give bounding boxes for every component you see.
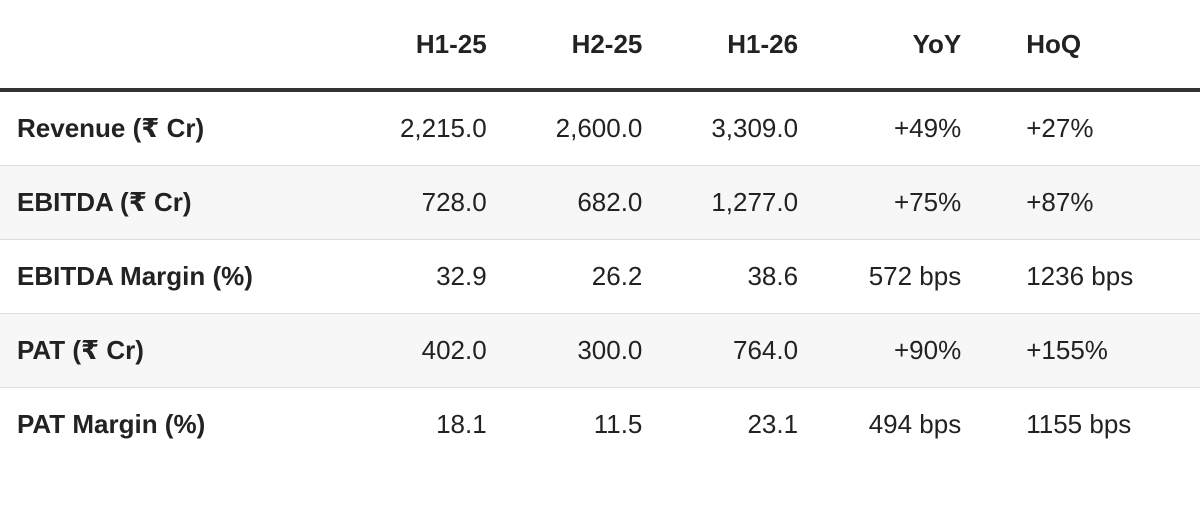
cell: 3,309.0 (659, 90, 816, 166)
cell: +75% (815, 165, 979, 240)
column-header: H1-26 (659, 0, 816, 92)
cell: +49% (815, 90, 979, 166)
row-label: PAT (₹ Cr) (0, 313, 349, 388)
cell: 32.9 (348, 239, 504, 314)
cell: 494 bps (868, 409, 962, 439)
cell: 682.0 (503, 165, 660, 240)
cell: 18.1 (436, 409, 487, 439)
cell: 26.2 (503, 239, 660, 314)
cell: 1236 bps (978, 239, 1200, 314)
cell: 402.0 (348, 313, 504, 388)
cell: 38.6 (659, 239, 816, 314)
table-body: Revenue (₹ Cr) 2,215.0 2,600.0 3,309.0 +49% +… (0, 90, 1200, 461)
cell: 728.0 (348, 165, 504, 240)
table-row: PAT (₹ Cr) 402.0 300.0 764.0 +90% +155% (0, 313, 1200, 388)
column-header: HoQ (978, 0, 1200, 92)
column-header: H1-25 (348, 0, 504, 92)
header-row: H1-25 H2-25 H1-26 YoY HoQ (0, 0, 1200, 92)
column-header: YoY (815, 0, 979, 92)
column-header: H2-25 (503, 0, 660, 92)
cell: 11.5 (593, 409, 643, 439)
cell: +90% (815, 313, 979, 388)
cell: +87% (978, 165, 1200, 240)
cell: 2,215.0 (348, 90, 504, 166)
row-label: Revenue (₹ Cr) (0, 90, 349, 166)
column-header (0, 0, 349, 92)
table-row: EBITDA Margin (%) 32.9 26.2 38.6 572 bps 1236… (0, 239, 1200, 314)
table-row: PAT Margin (%) 18.1 11.5 23.1 494 bps 1155 bp… (0, 388, 1200, 462)
financial-table: H1-25 H2-25 H1-26 YoY HoQ Revenue (₹ Cr) 2,21… (0, 0, 1200, 461)
cell: 1155 bps (1026, 409, 1132, 439)
cell: 2,600.0 (503, 90, 660, 166)
table-row: Revenue (₹ Cr) 2,215.0 2,600.0 3,309.0 +49% +… (0, 90, 1200, 166)
row-label: EBITDA Margin (%) (0, 239, 349, 314)
cell: 764.0 (659, 313, 816, 388)
cell: +27% (978, 90, 1200, 166)
cell: 300.0 (503, 313, 660, 388)
cell: 1,277.0 (659, 165, 816, 240)
row-label: EBITDA (₹ Cr) (0, 165, 349, 240)
cell: +155% (978, 313, 1200, 388)
table-row: EBITDA (₹ Cr) 728.0 682.0 1,277.0 +75% +87% (0, 165, 1200, 240)
cell: 572 bps (815, 239, 979, 314)
cell: 23.1 (747, 409, 799, 439)
row-label: PAT Margin (%) (17, 409, 206, 439)
